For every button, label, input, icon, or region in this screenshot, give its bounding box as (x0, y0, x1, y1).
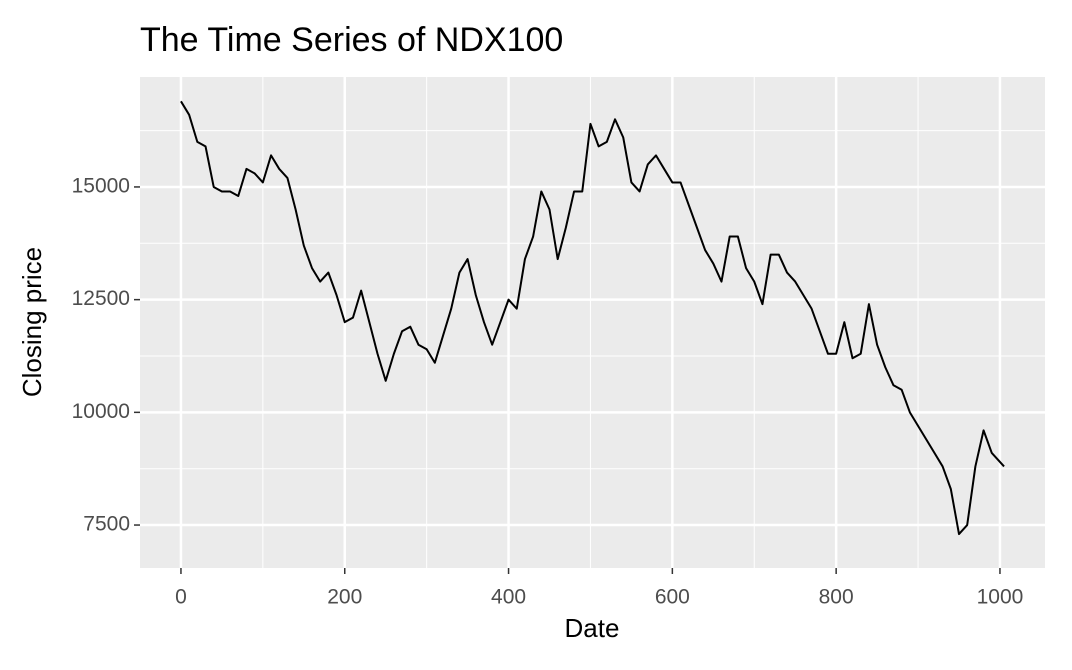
x-tick-label: 200 (327, 586, 362, 609)
x-tick-label: 0 (175, 586, 187, 609)
x-tick-label: 800 (819, 586, 854, 609)
y-tick-label: 10000 (72, 400, 130, 423)
y-tick-label: 12500 (72, 287, 130, 310)
y-tick-label: 15000 (72, 174, 130, 197)
panel (140, 77, 1045, 568)
x-tick-label: 400 (491, 586, 526, 609)
y-axis-label: Closing price (17, 247, 47, 397)
chart-title: The Time Series of NDX100 (140, 21, 563, 59)
x-axis-label: Date (565, 613, 620, 643)
x-tick-label: 600 (655, 586, 690, 609)
line (180, 100, 1005, 536)
x-tick-label: 1000 (977, 586, 1024, 609)
y-tick-label: 7500 (83, 513, 130, 536)
